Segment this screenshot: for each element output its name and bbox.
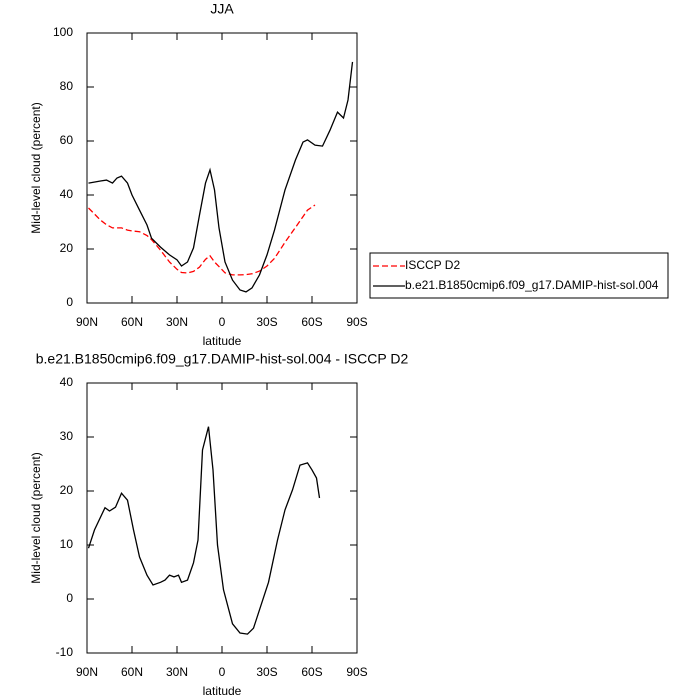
x-tick-label: 60N (121, 665, 143, 679)
plot-frame (86, 32, 358, 304)
y-tick-label: 40 (60, 375, 74, 389)
x-tick-label: 60N (121, 315, 143, 329)
chart-title: JJA (210, 1, 234, 17)
y-tick-label: -10 (56, 645, 74, 659)
y-axis-label: Mid-level cloud (percent) (29, 102, 43, 233)
plot-frame (86, 382, 358, 654)
legend-box (369, 252, 669, 299)
y-tick-label: 60 (60, 133, 74, 147)
y-tick-label: 20 (60, 483, 74, 497)
y-tick-label: 0 (66, 591, 73, 605)
x-tick-label: 90N (76, 315, 98, 329)
y-tick-label: 100 (53, 25, 73, 39)
x-tick-label: 30N (166, 315, 188, 329)
y-tick-label: 0 (66, 295, 73, 309)
x-tick-label: 30S (256, 665, 277, 679)
y-tick-label: 10 (60, 537, 74, 551)
y-tick-label: 30 (60, 429, 74, 443)
x-tick-label: 60S (301, 315, 322, 329)
x-tick-label: 90S (346, 315, 367, 329)
y-tick-label: 80 (60, 79, 74, 93)
legend-label: b.e21.B1850cmip6.f09_g17.DAMIP-hist-sol.… (405, 278, 659, 292)
x-tick-label: 90S (346, 665, 367, 679)
x-tick-label: 30S (256, 315, 277, 329)
legend-label: ISCCP D2 (405, 258, 460, 272)
data-line (87, 426, 321, 635)
x-axis-label: latitude (203, 334, 242, 348)
x-axis-label: latitude (203, 684, 242, 698)
x-tick-label: 30N (166, 665, 188, 679)
y-tick-label: 20 (60, 241, 74, 255)
data-line (88, 204, 316, 276)
y-tick-label: 40 (60, 187, 74, 201)
data-line (88, 61, 354, 293)
x-tick-label: 90N (76, 665, 98, 679)
x-tick-label: 0 (219, 665, 226, 679)
x-tick-label: 0 (219, 315, 226, 329)
chart-title: b.e21.B1850cmip6.f09_g17.DAMIP-hist-sol.… (36, 351, 409, 367)
y-axis-label: Mid-level cloud (percent) (29, 452, 43, 583)
x-tick-label: 60S (301, 665, 322, 679)
